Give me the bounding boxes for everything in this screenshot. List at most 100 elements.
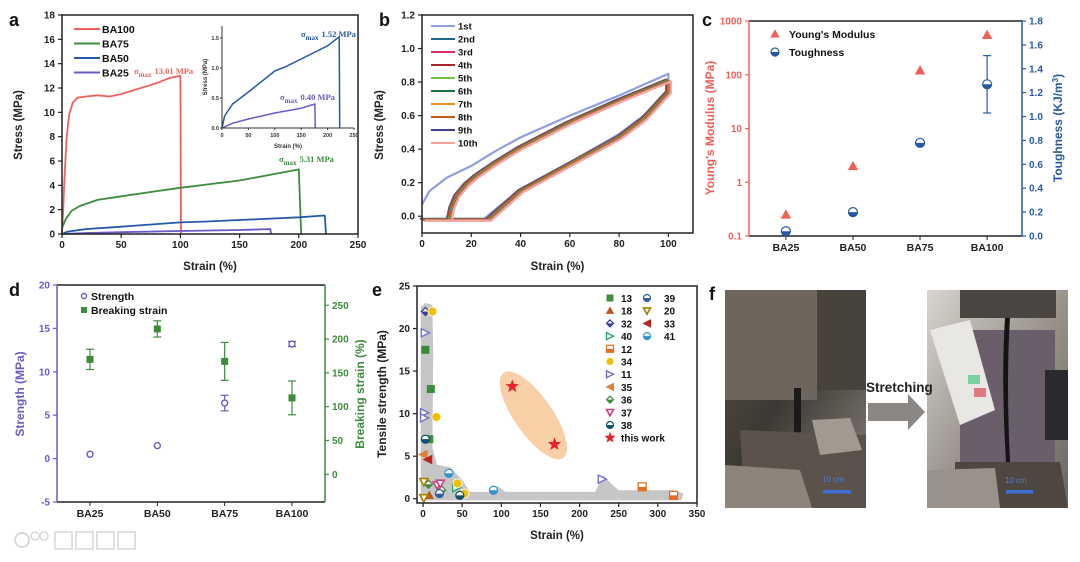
sigma-subscript: max [306,34,319,42]
y-tick-label: 15 [39,324,51,335]
watermark-glyph [54,531,73,550]
legend-marker [770,29,780,38]
category-label: BA25 [77,508,104,520]
x-tick-label: 40 [515,239,527,250]
panel-label: a [9,10,20,30]
legend-label: 5th [458,74,472,85]
y-tick-label: 200 [332,335,349,346]
legend-label: 13 [621,294,633,305]
sigma-subscript: max [139,71,152,79]
data-point-11 [420,327,431,338]
stretching-label: Stretching [866,380,933,395]
sigma-value: 0.40 MPa [300,92,335,102]
x-tick-label: 100 [660,239,677,250]
y-axis-label: Strength (MPa) [13,351,27,436]
clamp-block [812,418,862,455]
y-tick-label: 15 [399,367,411,378]
strength-point [288,340,296,348]
y-tick-label: 1000 [720,17,743,28]
modulus-point [847,160,859,171]
breaking-strain-point [153,325,161,333]
scale-bar-label: 10 cm [1005,476,1027,485]
inset-y-tick-label: 0.5 [211,96,219,102]
x-tick-label: 50 [457,509,469,520]
scale-bar-label: 10 cm [822,475,844,484]
pendant-green-button [968,375,980,384]
y-tick-label: 100 [332,402,349,413]
sigma-symbol: σ [280,92,285,102]
x-tick-label: 200 [290,240,307,251]
y-axis-label: Young's Modulus (MPa) [703,61,717,196]
legend-label: 40 [621,332,633,343]
legend-label: 1st [458,22,473,33]
legend-label: BA100 [102,24,135,36]
x-tick-label: 100 [493,509,510,520]
legend-label: BA25 [102,68,129,80]
data-point-20 [418,477,430,488]
y-tick-label: 50 [332,436,344,447]
legend-marker-fill [606,425,614,429]
x-tick-label: 250 [610,509,627,520]
inset-y-tick-label: 0.0 [211,126,219,132]
data-point-this-work [505,379,519,393]
category-label: BA75 [907,242,934,254]
data-point-13 [426,384,435,393]
y-tick-label: 0 [404,494,410,505]
y-axis-label: Stress (MPa) [13,90,25,160]
inset-y-tick-label: 1.0 [211,66,219,72]
panel-label: b [379,10,390,30]
panel-a-stress-strain: a 0 50 100 150 200 250 0 2 4 6 8 10 12 14 16 18 Strain (%… [9,10,367,273]
lower-clamp-front [725,465,812,508]
legend-label: 34 [621,358,633,369]
watermark-glyph [117,531,136,550]
legend-marker [605,306,615,314]
y-tick-label: 0.6 [401,111,415,122]
legend-label: 20 [664,307,676,318]
data-point-35 [417,449,428,460]
photo-after-stretching: 10 cm [927,290,1068,508]
y-tick-label: 1.0 [1029,112,1043,123]
y-tick-label: 25 [399,282,411,293]
data-point-this-work [547,437,562,450]
category-label: BA50 [840,242,867,254]
legend-label: 38 [621,421,633,432]
scale-bar [1006,490,1033,494]
inset-annotation-ba25: σmax 0.40 MPa [280,92,336,105]
inset-x-tick-label: 100 [270,133,279,139]
legend-label: 4th [458,61,472,72]
breaking-strain-point [221,357,229,365]
inset-x-tick-label: 50 [245,133,251,139]
x-tick-label: 20 [466,239,478,250]
panel-label: f [709,284,716,304]
toughness-point-fill [982,84,992,89]
legend-label: this work [621,434,665,445]
sigma-symbol: σ [279,154,284,164]
x-tick-label: 60 [564,239,576,250]
x-tick-label: 150 [532,509,549,520]
legend-label: 3rd [458,48,473,59]
sample-strip [794,388,801,456]
plot-frame [61,14,359,235]
legend-marker [642,319,651,328]
y-tick-label: 10 [731,124,743,135]
legend-label: 12 [621,345,633,356]
y-tick-label: 0.4 [1029,184,1043,195]
watermark-circle [39,531,49,541]
legend-marker [81,307,87,313]
legend-label: 33 [664,319,676,330]
y-tick-label: 5 [404,452,410,463]
toughness-point-fill [848,212,858,217]
inset-x-tick-label: 200 [323,133,332,139]
legend-marker-fill [771,52,779,56]
y-tick-label: 0.1 [728,232,742,243]
sigma-subscript: max [284,159,297,167]
legend-marker [605,382,614,392]
strength-point [86,450,94,458]
data-point-33 [422,454,433,465]
legend-label: 7th [458,100,472,111]
legend-label: Toughness [789,47,844,59]
inset-chart: 0 50 100 150 200 250 0.0 0.5 1.0 1.5 Strain (%) Str… [203,26,359,150]
data-point-41-fill [489,490,498,495]
y-tick-label: 10 [44,108,56,119]
y-tick-label: 2 [49,205,55,216]
